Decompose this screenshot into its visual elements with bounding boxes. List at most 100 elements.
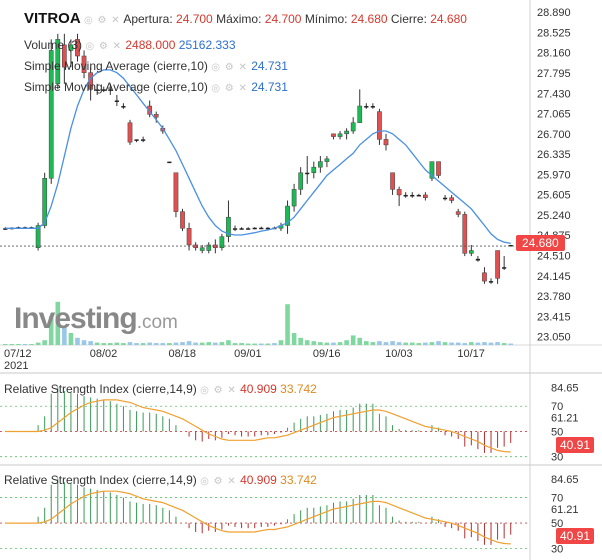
volume-bar — [357, 337, 363, 345]
volume-legend: Volume (3) ◎ ⚙ ✕ 2488.000 25162.333 — [24, 38, 236, 54]
volume-bar — [258, 343, 264, 345]
last-price-box: 24.680 — [516, 235, 565, 251]
candle-body — [318, 161, 323, 168]
volume-bar — [226, 340, 231, 345]
low-label: Mínimo: — [304, 12, 348, 26]
volume-bar — [455, 342, 461, 345]
volume-bar — [390, 341, 395, 345]
volume-bar — [22, 344, 28, 345]
volume-bar — [403, 342, 408, 345]
volume-bar — [101, 343, 107, 345]
candle-body — [246, 228, 251, 230]
volume-label: Volume (3) — [24, 38, 83, 52]
x-tick-label: 10/03 — [385, 348, 413, 360]
volume-bar — [272, 343, 277, 345]
rsi-signal-line — [5, 399, 511, 453]
rsi-axis-label: 61.21 — [551, 504, 579, 516]
volume-avg: 25162.333 — [178, 38, 236, 52]
volume-bar — [199, 342, 205, 345]
volume-bar — [311, 341, 317, 345]
volume-bar — [370, 342, 376, 345]
candle-body — [259, 227, 264, 230]
rsi-axis-label: 30 — [551, 452, 563, 464]
candle-body — [390, 172, 395, 190]
volume-bar — [180, 342, 185, 345]
volume-bar — [252, 343, 258, 345]
volume-bar — [35, 342, 41, 345]
candle-body — [173, 172, 179, 212]
rsi-axis-label: 84.65 — [551, 474, 579, 486]
rsi1-value-box: 40.91 — [556, 437, 595, 453]
open-value: 24.700 — [176, 12, 213, 26]
rsi1-label: Relative Strength Index (cierre,14,9) — [4, 382, 197, 396]
close-label: Cierre: — [390, 12, 427, 26]
volume-bar — [409, 342, 415, 345]
rsi-signal-line — [5, 490, 511, 545]
candle-body — [108, 89, 113, 91]
volume-bar — [88, 341, 93, 345]
close-value: 24.680 — [430, 12, 467, 26]
volume-bar — [193, 342, 198, 345]
candle-body — [167, 161, 172, 164]
candle-body — [403, 194, 408, 197]
candle-body — [232, 228, 238, 230]
candle-body — [101, 89, 106, 91]
volume-bar — [42, 340, 47, 345]
price-tick-label: 25.240 — [537, 210, 571, 222]
rsi1-header: Relative Strength Index (cierre,14,9) ◎ … — [4, 382, 317, 398]
volume-bar — [147, 342, 152, 345]
x-tick-label: 08/02 — [90, 348, 118, 360]
volume-controls[interactable]: ◎ ⚙ ✕ — [85, 41, 123, 52]
rsi-axis-label: 84.65 — [551, 383, 579, 395]
candle-body — [134, 139, 139, 141]
volume-bar — [206, 342, 212, 345]
rsi2-controls[interactable]: ◎ ⚙ ✕ — [200, 476, 237, 487]
candle-body — [350, 122, 356, 132]
volume-bar — [245, 343, 251, 345]
volume-bar — [436, 341, 441, 345]
volume-bar — [488, 342, 494, 345]
candle-body — [252, 227, 257, 230]
volume-bar — [134, 343, 139, 345]
volume-bar — [429, 342, 435, 345]
volume-bar — [121, 343, 126, 345]
rsi1-controls[interactable]: ◎ ⚙ ✕ — [200, 385, 237, 396]
candle-body — [423, 194, 428, 198]
candle-body — [508, 244, 513, 247]
rsi-axis-label: 70 — [551, 401, 563, 413]
price-tick-label: 28.525 — [537, 27, 571, 39]
rsi-axis-label: 50 — [551, 518, 563, 530]
price-tick-label: 26.335 — [537, 149, 571, 161]
header-controls[interactable]: ◎ ⚙ ✕ — [84, 15, 121, 26]
sma1-controls[interactable]: ◎ ⚙ ✕ — [211, 62, 248, 73]
candle-body — [153, 114, 159, 118]
price-tick-label: 23.050 — [537, 332, 571, 344]
volume-bar — [48, 316, 54, 345]
price-tick-label: 27.795 — [537, 68, 571, 80]
volume-bar — [9, 344, 15, 345]
candle-body — [291, 189, 297, 207]
x-year-label: 2021 — [4, 360, 28, 372]
price-tick-label: 27.065 — [537, 109, 571, 121]
volume-bar — [396, 342, 402, 345]
volume-bar — [2, 344, 8, 345]
candle-body — [468, 250, 474, 254]
candle-body — [48, 50, 54, 179]
volume-bar — [16, 344, 21, 345]
volume-bar — [213, 342, 218, 345]
candle-body — [396, 189, 402, 196]
candle-body — [364, 106, 369, 108]
rsi2-value-box: 40.91 — [556, 528, 595, 544]
candle-body — [55, 39, 61, 85]
volume-bar — [344, 340, 349, 345]
candle-body — [239, 228, 244, 230]
volume-bar — [140, 343, 146, 345]
candle-body — [114, 100, 119, 102]
candle-body — [121, 106, 126, 108]
volume-bar — [304, 340, 310, 345]
candle-body — [455, 211, 461, 215]
volume-bar — [364, 341, 369, 345]
x-tick-label: 09/16 — [313, 348, 341, 360]
sma2-controls[interactable]: ◎ ⚙ ✕ — [211, 83, 248, 94]
